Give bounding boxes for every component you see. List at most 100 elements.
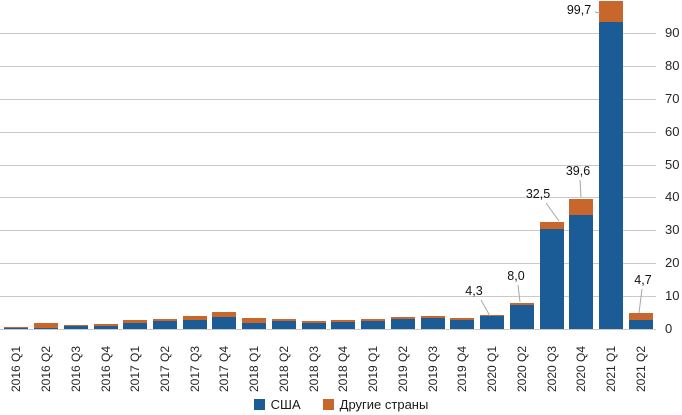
y-axis-tick-label: 40 [665, 189, 680, 204]
bar-usa-2017-Q4 [212, 317, 236, 329]
x-axis-tick-label: 2017 Q2 [158, 345, 172, 392]
bar-usa-2016-Q3 [64, 326, 88, 329]
bar-usa-2017-Q2 [153, 321, 177, 329]
callout-line-2020-Q2 [517, 284, 521, 303]
data-label-2020-Q1: 4,3 [465, 284, 483, 298]
bar-other-countries-2017-Q3 [183, 316, 207, 320]
gridline-0 [0, 329, 656, 330]
bar-other-countries-2020-Q4 [569, 199, 593, 215]
legend-label-usa: США [270, 397, 301, 412]
usa-series-swatch [253, 399, 265, 410]
bar-other-countries-2021-Q1 [599, 1, 623, 22]
bar-other-countries-2021-Q2 [629, 313, 653, 320]
legend-label-other-countries: Другие страны [339, 397, 429, 412]
x-axis-tick-label: 2018 Q1 [247, 345, 261, 392]
gridline-80 [0, 66, 656, 67]
x-axis-tick-label: 2017 Q1 [128, 345, 142, 392]
x-axis-tick-label: 2019 Q1 [366, 345, 380, 392]
legend-item-other-countries: Другие страны [322, 397, 429, 412]
y-axis-tick-label: 80 [665, 58, 680, 73]
bar-usa-2021-Q1 [599, 22, 623, 329]
callout-line-2021-Q2 [638, 288, 643, 314]
data-label-2021-Q1: 99,7 [566, 3, 592, 17]
bar-usa-2018-Q2 [272, 321, 296, 329]
bar-usa-2017-Q3 [183, 320, 207, 329]
bar-other-countries-2017-Q2 [153, 319, 177, 321]
bar-other-countries-2019-Q4 [450, 318, 474, 320]
data-label-2021-Q2: 4,7 [634, 273, 652, 287]
bar-other-countries-2018-Q1 [242, 318, 266, 323]
bar-other-countries-2016-Q1 [4, 327, 28, 328]
x-axis-tick-label: 2017 Q4 [217, 345, 231, 392]
x-axis-tick-label: 2020 Q2 [515, 345, 529, 392]
y-axis-tick-label: 0 [665, 321, 673, 336]
y-axis-tick-label: 30 [665, 222, 680, 237]
x-axis-tick-label: 2021 Q1 [604, 345, 618, 392]
bar-other-countries-2019-Q3 [421, 316, 445, 318]
x-axis-tick-label: 2017 Q3 [188, 345, 202, 392]
gridline-40 [0, 197, 656, 198]
x-axis-tick-label: 2020 Q4 [574, 345, 588, 392]
y-axis-tick-label: 70 [665, 91, 680, 106]
gridline-50 [0, 165, 656, 166]
x-axis-tick-label: 2020 Q3 [545, 345, 559, 392]
bar-other-countries-2018-Q2 [272, 319, 296, 321]
x-axis-tick-label: 2018 Q3 [307, 345, 321, 392]
bar-other-countries-2016-Q4 [94, 324, 118, 326]
x-axis-tick-label: 2019 Q3 [426, 345, 440, 392]
bar-usa-2019-Q2 [391, 319, 415, 329]
bar-other-countries-2019-Q1 [361, 319, 385, 321]
x-axis-tick-label: 2018 Q2 [277, 345, 291, 392]
gridline-30 [0, 230, 656, 231]
bar-usa-2018-Q1 [242, 323, 266, 329]
legend-item-usa: США [253, 397, 301, 412]
bar-usa-2019-Q3 [421, 318, 445, 329]
data-label-2020-Q3: 32,5 [525, 187, 551, 201]
gridline-20 [0, 263, 656, 264]
bar-other-countries-2020-Q2 [510, 303, 534, 305]
gridline-10 [0, 296, 656, 297]
data-label-2020-Q4: 39,6 [565, 164, 591, 178]
x-axis-tick-label: 2019 Q2 [396, 345, 410, 392]
gridline-90 [0, 33, 656, 34]
x-axis-tick-label: 2018 Q4 [336, 345, 350, 392]
bar-usa-2019-Q1 [361, 321, 385, 329]
callout-line-2020-Q1 [480, 299, 491, 317]
bar-usa-2020-Q3 [540, 229, 564, 329]
data-label-2020-Q2: 8,0 [507, 269, 525, 283]
gridline-70 [0, 99, 656, 100]
gridline-60 [0, 132, 656, 133]
bar-usa-2016-Q4 [94, 326, 118, 329]
bar-other-countries-2017-Q1 [123, 320, 147, 323]
x-axis-tick-label: 2016 Q3 [69, 345, 83, 392]
y-axis-tick-label: 90 [665, 25, 680, 40]
bar-usa-2020-Q1 [480, 316, 504, 329]
bar-usa-2018-Q4 [331, 322, 355, 329]
bar-other-countries-2016-Q3 [64, 325, 88, 326]
bar-other-countries-2018-Q3 [302, 321, 326, 323]
bar-usa-2020-Q4 [569, 215, 593, 329]
x-axis-tick-label: 2016 Q1 [9, 345, 23, 392]
bar-other-countries-2020-Q3 [540, 222, 564, 229]
bar-other-countries-2020-Q1 [480, 315, 504, 316]
x-axis-tick-label: 2016 Q2 [39, 345, 53, 392]
callout-line-2020-Q3 [545, 202, 560, 222]
x-axis-tick-label: 2021 Q2 [634, 345, 648, 392]
bar-other-countries-2019-Q2 [391, 317, 415, 319]
bar-usa-2019-Q4 [450, 320, 474, 329]
x-axis-tick-label: 2020 Q1 [485, 345, 499, 392]
bar-usa-2016-Q1 [4, 328, 28, 329]
callout-line-2020-Q4 [579, 179, 582, 198]
y-axis-tick-label: 20 [665, 255, 680, 270]
bar-other-countries-2017-Q4 [212, 312, 236, 317]
y-axis-tick-label: 60 [665, 124, 680, 139]
other-countries-series-swatch [322, 399, 334, 410]
legend: США Другие страны [0, 397, 682, 412]
y-axis-tick-label: 10 [665, 288, 680, 303]
bar-usa-2018-Q3 [302, 323, 326, 329]
bar-other-countries-2016-Q2 [34, 323, 58, 328]
x-axis-tick-label: 2019 Q4 [455, 345, 469, 392]
bar-usa-2021-Q2 [629, 320, 653, 329]
bar-usa-2016-Q2 [34, 328, 58, 329]
